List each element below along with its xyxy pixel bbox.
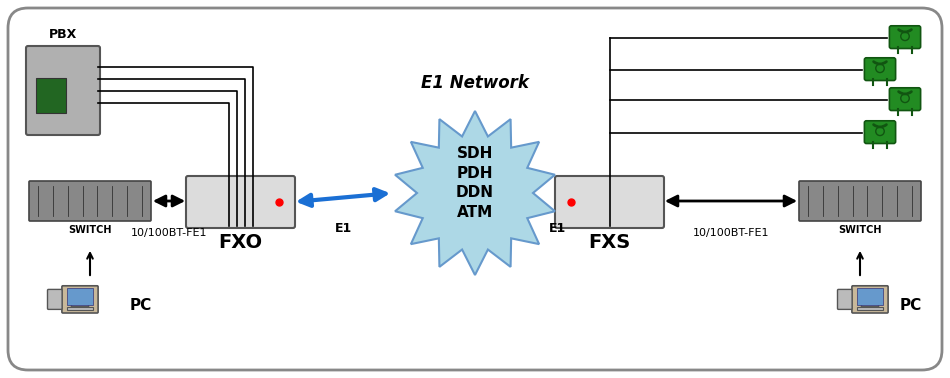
FancyBboxPatch shape [889,26,921,48]
Polygon shape [861,299,879,307]
Text: PC: PC [900,299,922,313]
FancyBboxPatch shape [838,290,852,310]
Text: PC: PC [130,299,152,313]
FancyBboxPatch shape [799,181,921,221]
FancyBboxPatch shape [67,288,92,305]
FancyBboxPatch shape [48,290,62,310]
Polygon shape [395,111,555,275]
FancyBboxPatch shape [852,286,888,313]
Text: FXS: FXS [588,232,631,251]
FancyBboxPatch shape [62,286,98,313]
FancyBboxPatch shape [889,88,921,110]
Text: E1: E1 [548,222,565,234]
FancyBboxPatch shape [26,46,100,135]
Polygon shape [858,307,883,310]
FancyBboxPatch shape [858,288,883,305]
Text: 10/100BT-FE1: 10/100BT-FE1 [131,228,207,238]
Text: E1: E1 [334,222,352,234]
FancyBboxPatch shape [555,176,664,228]
FancyBboxPatch shape [864,121,896,144]
FancyBboxPatch shape [29,181,151,221]
Polygon shape [67,307,92,310]
Text: SDH
PDH
DDN
ATM: SDH PDH DDN ATM [456,146,494,220]
Text: FXO: FXO [218,232,262,251]
Text: SWITCH: SWITCH [838,225,882,235]
Text: 10/100BT-FE1: 10/100BT-FE1 [693,228,770,238]
FancyBboxPatch shape [864,58,896,81]
Text: SWITCH: SWITCH [68,225,112,235]
Text: E1 Network: E1 Network [421,74,529,92]
FancyBboxPatch shape [36,78,66,113]
FancyBboxPatch shape [186,176,295,228]
Text: PBX: PBX [48,28,77,40]
FancyBboxPatch shape [8,8,942,370]
Polygon shape [71,299,89,307]
